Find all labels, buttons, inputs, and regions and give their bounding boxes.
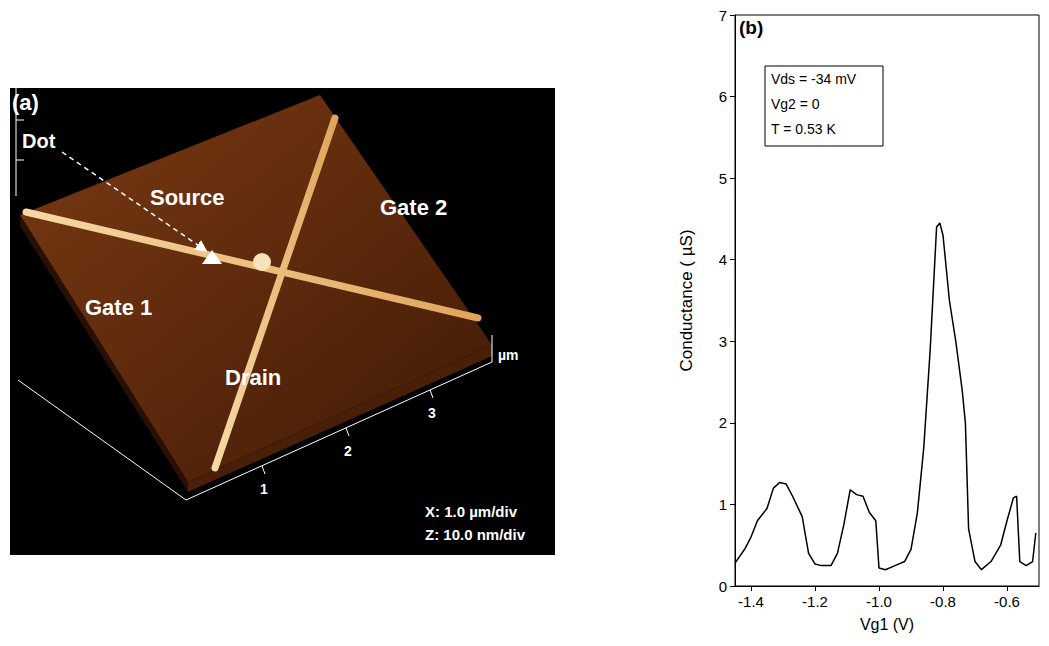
svg-text:Conductance ( µS): Conductance ( µS) bbox=[677, 229, 696, 371]
svg-text:1: 1 bbox=[260, 481, 268, 497]
svg-text:4: 4 bbox=[719, 251, 727, 268]
svg-text:Drain: Drain bbox=[225, 365, 281, 390]
svg-text:µm: µm bbox=[498, 347, 519, 363]
svg-text:-1.0: -1.0 bbox=[866, 593, 892, 610]
svg-text:Vds = -34 mV: Vds = -34 mV bbox=[771, 71, 857, 87]
svg-text:3: 3 bbox=[428, 405, 436, 421]
svg-text:2: 2 bbox=[719, 414, 727, 431]
svg-text:Z: 10.0 nm/div: Z: 10.0 nm/div bbox=[425, 526, 526, 543]
svg-text:X: 1.0 µm/div: X: 1.0 µm/div bbox=[425, 503, 518, 520]
svg-text:1: 1 bbox=[719, 496, 727, 513]
svg-text:Dot: Dot bbox=[22, 130, 56, 152]
svg-text:(b): (b) bbox=[739, 17, 763, 38]
svg-text:-1.2: -1.2 bbox=[802, 593, 828, 610]
svg-text:-0.8: -0.8 bbox=[930, 593, 956, 610]
svg-text:3: 3 bbox=[719, 333, 727, 350]
svg-text:6: 6 bbox=[719, 88, 727, 105]
svg-text:Gate 2: Gate 2 bbox=[380, 195, 447, 220]
svg-text:0: 0 bbox=[719, 578, 727, 595]
svg-text:-1.4: -1.4 bbox=[738, 593, 764, 610]
svg-text:Gate 1: Gate 1 bbox=[85, 295, 152, 320]
svg-text:-0.6: -0.6 bbox=[994, 593, 1020, 610]
svg-text:Vg1 (V): Vg1 (V) bbox=[860, 616, 914, 633]
svg-text:7: 7 bbox=[719, 7, 727, 24]
svg-text:Vg2 = 0: Vg2 = 0 bbox=[771, 96, 820, 112]
svg-text:Source: Source bbox=[150, 185, 225, 210]
svg-text:5: 5 bbox=[719, 170, 727, 187]
svg-text:(a): (a) bbox=[12, 90, 39, 115]
svg-text:2: 2 bbox=[344, 443, 352, 459]
svg-text:T = 0.53 K: T = 0.53 K bbox=[771, 121, 836, 137]
